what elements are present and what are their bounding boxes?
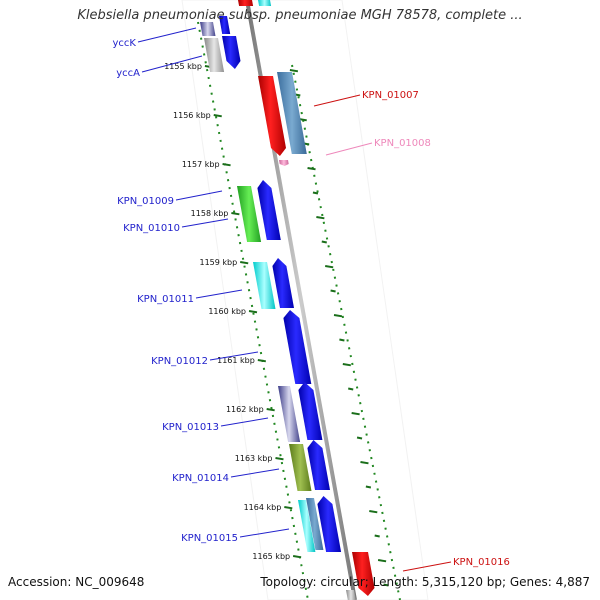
- tick-mark-inner: [248, 310, 258, 314]
- gene-arrow-kpn01008[interactable]: [279, 160, 289, 166]
- gene-block-kpn01011[interactable]: [253, 262, 276, 309]
- label-leader-line: [141, 55, 203, 73]
- tick-mark-outer: [351, 412, 360, 416]
- tick-mark-minor: [383, 583, 389, 587]
- tick-label: 1155 kbp: [164, 62, 202, 71]
- gene-label[interactable]: KPN_01010: [123, 223, 180, 234]
- tick-mark-minor: [339, 338, 345, 342]
- label-leader-line: [313, 94, 361, 107]
- label-leader-line: [239, 528, 290, 538]
- gene-label[interactable]: KPN_01013: [162, 422, 219, 433]
- gene-block-kpn01013[interactable]: [278, 386, 301, 442]
- label-leader-line: [181, 218, 229, 228]
- label-leader-line: [220, 417, 269, 427]
- gene-label[interactable]: yccK: [113, 38, 137, 49]
- tick-mark-inner: [240, 261, 249, 265]
- tick-mark-inner: [222, 163, 231, 167]
- gene-label[interactable]: KPN_01016: [453, 557, 510, 568]
- tick-mark-minor: [356, 436, 363, 440]
- tick-mark-outer: [342, 363, 351, 367]
- gene-label[interactable]: KPN_01008: [374, 138, 431, 149]
- gene-block-top-red[interactable]: [238, 0, 254, 6]
- tick-mark-minor: [321, 240, 327, 244]
- gene-features: [200, 0, 375, 600]
- tick-label: 1159 kbp: [199, 258, 237, 267]
- label-leader-line: [175, 190, 223, 201]
- track-band: [181, 0, 429, 600]
- tick-mark-outer: [325, 265, 334, 269]
- tick-mark-inner: [266, 408, 275, 412]
- gene-arrow-kpn01016[interactable]: [352, 552, 375, 596]
- tick-label: 1157 kbp: [182, 160, 220, 169]
- gene-block-kpn01007-steel[interactable]: [277, 72, 307, 154]
- tick-mark-minor: [312, 191, 319, 195]
- tick-label: 1160 kbp: [208, 307, 246, 316]
- tick-mark-outer: [333, 314, 343, 318]
- gene-block-top-cyan[interactable]: [258, 0, 272, 6]
- gene-arrow-kpn01013[interactable]: [298, 382, 323, 440]
- tick-label: 1165 kbp: [252, 552, 290, 561]
- map-title: Klebsiella pneumoniae subsp. pneumoniae …: [77, 8, 523, 23]
- tick-label: 1161 kbp: [217, 356, 255, 365]
- gene-label[interactable]: KPN_01015: [181, 533, 238, 544]
- tick-mark-outer: [377, 559, 387, 563]
- tick-mark-minor: [303, 142, 310, 146]
- gene-block-kpn01009[interactable]: [237, 186, 262, 242]
- label-leader-line: [230, 468, 280, 478]
- tick-mark-minor: [295, 93, 301, 97]
- tick-mark-outer: [289, 69, 299, 73]
- tick-mark-inner: [213, 114, 222, 118]
- gene-arrow-ycca[interactable]: [222, 36, 241, 69]
- gene-arrow-kpn01007[interactable]: [258, 76, 286, 156]
- tick-mark-inner: [292, 555, 302, 559]
- tick-label: 1163 kbp: [235, 454, 273, 463]
- tick-mark-minor: [365, 485, 372, 489]
- tick-mark-inner: [231, 212, 240, 216]
- tick-mark-outer: [369, 510, 378, 514]
- tick-label: 1156 kbp: [173, 111, 211, 120]
- outer-dotted-line: [291, 64, 401, 600]
- tick-mark-inner: [257, 359, 267, 363]
- tick-mark-outer: [307, 167, 316, 171]
- tick-label: 1158 kbp: [191, 209, 229, 218]
- gene-arrow-kpn01011[interactable]: [272, 258, 294, 308]
- gene-label[interactable]: KPN_01009: [117, 196, 174, 207]
- tick-marks: 1155 kbp 1156 kbp 1157 kbp 1158 kbp 1159 kbp…: [164, 62, 389, 587]
- label-leader-line: [209, 351, 259, 361]
- tick-mark-outer: [360, 461, 369, 465]
- gene-labels: yccK yccA KPN_01007 KPN_01008 KPN_01009 KPN_0…: [113, 27, 510, 572]
- gene-arrow-kpn01012[interactable]: [283, 310, 312, 384]
- tick-mark-inner: [284, 506, 293, 510]
- gene-block-ycck-a[interactable]: [200, 22, 216, 36]
- gene-block-kpn01015-cyan[interactable]: [298, 500, 316, 552]
- gene-label[interactable]: yccA: [116, 68, 140, 79]
- tick-mark-minor: [374, 534, 380, 538]
- gene-block-kpn01015-steel[interactable]: [306, 498, 324, 550]
- gene-arrow-kpn01015[interactable]: [317, 496, 342, 552]
- gene-arrow-kpn01010[interactable]: [257, 180, 281, 240]
- tick-label: 1162 kbp: [226, 405, 264, 414]
- accession-text: Accession: NC_009648: [8, 575, 145, 589]
- label-leader-line: [195, 289, 243, 299]
- gene-label[interactable]: KPN_01011: [137, 294, 194, 305]
- tick-mark-minor: [348, 387, 354, 391]
- gene-label[interactable]: KPN_01007: [362, 90, 419, 101]
- gene-label[interactable]: KPN_01012: [151, 356, 208, 367]
- gene-label[interactable]: KPN_01014: [172, 473, 229, 484]
- gene-arrow-kpn01014[interactable]: [307, 440, 330, 490]
- label-leader-line: [325, 142, 373, 156]
- tick-mark-outer: [316, 216, 325, 220]
- gene-block-ycca[interactable]: [204, 38, 225, 72]
- tick-label: 1164 kbp: [244, 503, 282, 512]
- tick-mark-inner: [275, 457, 284, 461]
- gene-block-bottom-grey[interactable]: [346, 590, 356, 600]
- label-leader-line: [402, 561, 452, 572]
- label-leader-line: [137, 27, 197, 43]
- gene-arrow-ycck[interactable]: [219, 16, 231, 34]
- tick-mark-minor: [330, 289, 336, 293]
- gene-block-kpn01014[interactable]: [289, 444, 312, 491]
- topology-text: Topology: circular; Length: 5,315,120 bp…: [260, 575, 590, 589]
